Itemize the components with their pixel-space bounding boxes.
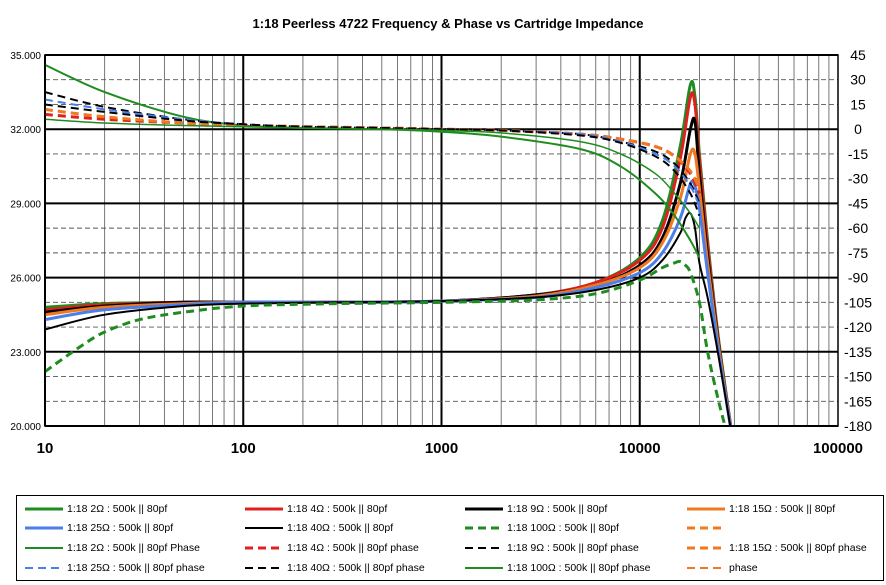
y-right-tick-label: -105 [844,294,872,310]
legend-swatch [465,547,503,549]
series-layer [45,63,733,426]
legend-swatch [687,546,725,550]
legend-swatch [25,507,63,511]
y-right-tick-label: -15 [848,146,868,162]
series-line-10 [45,91,701,204]
legend-swatch [245,507,283,511]
legend-label: 1:18 40Ω : 500k || 80pf [287,522,394,534]
legend-label: 1:18 25Ω : 500k || 80pf phase [67,562,205,574]
plot-frame [44,54,839,427]
y-right-tick-label: -75 [848,245,868,261]
series-line-6 [45,259,727,426]
legend-swatch [25,567,63,569]
chart-title: 1:18 Peerless 4722 Frequency & Phase vs … [253,16,644,31]
tick-layer: 10 100 1000 10000 100000 20.000 23.000 26.000 29… [10,47,872,457]
y-left-tick-label: 35.000 [10,51,41,62]
legend-label: 1:18 40Ω : 500k || 80pf phase [287,562,425,574]
y-left-tick-label: 32.000 [10,125,41,136]
y-right-tick-label: -120 [844,319,872,335]
legend-swatch [25,547,63,549]
x-tick-label: 1000 [425,440,458,457]
series-line-4 [45,179,732,426]
series-line-5 [45,211,732,426]
y-left-tick-label: 23.000 [10,348,41,359]
legend-label: 1:18 2Ω : 500k || 80pf [67,503,168,515]
legend-label: phase [729,562,758,574]
y-right-tick-label: -60 [848,220,868,236]
grid-layer [44,54,838,427]
y-left-tick-label: 20.000 [10,422,41,433]
legend-swatch [245,567,283,569]
legend-label: 1:18 4Ω : 500k || 80pf [287,503,388,515]
series-line-11 [45,107,701,190]
legend-swatch [465,526,503,530]
series-line-8 [45,63,701,259]
x-tick-label: 10 [37,440,54,457]
x-tick-label: 10000 [619,440,661,457]
legend: 1:18 2Ω : 500k || 80pf 1:18 4Ω : 500k || … [16,495,884,581]
y-right-tick-label: 30 [850,72,866,88]
y-right-tick-label: 45 [850,47,866,63]
y-right-tick-label: -45 [848,195,868,211]
y-right-tick-label: -165 [844,393,872,409]
y-right-tick-label: -90 [848,270,868,286]
y-right-tick-label: 15 [850,96,866,112]
legend-swatch [465,567,503,569]
legend-swatch [687,567,725,569]
legend-swatch [25,526,63,530]
x-tick-label: 100 [231,440,256,457]
y-left-tick-label: 29.000 [10,199,41,210]
legend-label: 1:18 2Ω : 500k || 80pf Phase [67,542,200,554]
x-tick-label: 100000 [813,440,863,457]
y-right-tick-label: -30 [848,171,868,187]
series-line-14 [45,118,701,229]
chart-svg: 1:18 Peerless 4722 Frequency & Phase vs … [10,16,872,457]
y-right-tick-label: -135 [844,344,872,360]
legend-label: 1:18 100Ω : 500k || 80pf phase [507,562,651,574]
legend-swatch [465,507,503,511]
legend-label: 1:18 25Ω : 500k || 80pf [67,522,174,534]
y-right-tick-label: -150 [844,369,872,385]
series-line-13 [45,103,701,217]
legend-swatch [245,527,283,529]
legend-swatch [245,546,283,550]
legend-label: 1:18 9Ω : 500k || 80pf [507,503,608,515]
legend-label: 1:18 4Ω : 500k || 80pf phase [287,542,419,554]
legend-label: 1:18 9Ω : 500k || 80pf phase [507,542,639,554]
y-right-tick-label: -180 [844,418,872,434]
y-right-tick-label: 0 [854,121,862,137]
legend-label: 1:18 15Ω : 500k || 80pf [729,503,836,515]
legend-swatch [687,526,725,530]
y-left-tick-label: 26.000 [10,274,41,285]
legend-label: 1:18 100Ω : 500k || 80pf [507,522,619,534]
legend-swatch [687,507,725,511]
legend-label: 1:18 15Ω : 500k || 80pf phase [729,542,867,554]
